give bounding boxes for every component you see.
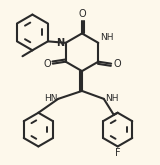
Text: O: O xyxy=(43,59,51,69)
Text: NH: NH xyxy=(105,94,118,103)
Text: HN: HN xyxy=(44,94,57,103)
Text: O: O xyxy=(113,59,121,69)
Text: F: F xyxy=(115,148,120,158)
Text: N: N xyxy=(56,38,65,48)
Text: O: O xyxy=(78,9,86,19)
Text: NH: NH xyxy=(100,33,113,42)
